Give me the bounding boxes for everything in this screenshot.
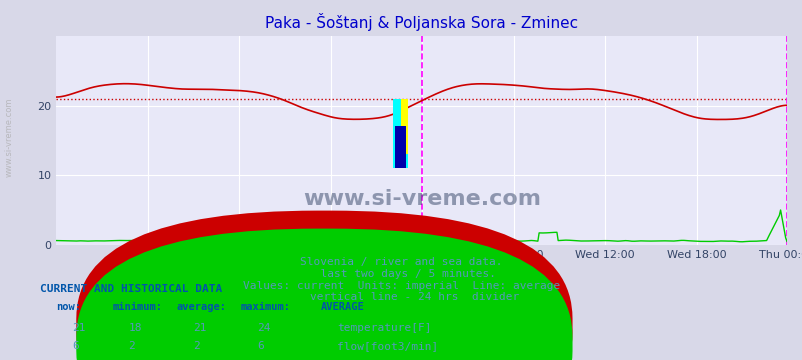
Text: average:: average: (176, 302, 226, 312)
Text: flow[foot3/min]: flow[foot3/min] (337, 341, 438, 351)
FancyBboxPatch shape (392, 99, 407, 168)
Text: temperature[F]: temperature[F] (337, 323, 431, 333)
Text: 2: 2 (128, 341, 135, 351)
Text: www.si-vreme.com: www.si-vreme.com (303, 189, 541, 209)
Text: 6: 6 (72, 341, 79, 351)
Text: Slovenia / river and sea data.
  last two days / 5 minutes.
Values: current  Uni: Slovenia / river and sea data. last two … (242, 257, 560, 302)
Text: now:: now: (56, 302, 81, 312)
Text: minimum:: minimum: (112, 302, 162, 312)
Text: 21: 21 (72, 323, 86, 333)
Text: www.si-vreme.com: www.si-vreme.com (5, 97, 14, 176)
Text: AVERAGE: AVERAGE (321, 302, 364, 312)
Title: Paka - Šoštanj & Poljanska Sora - Zminec: Paka - Šoštanj & Poljanska Sora - Zminec (265, 13, 577, 31)
Text: 6: 6 (257, 341, 263, 351)
Text: 24: 24 (257, 323, 270, 333)
FancyBboxPatch shape (400, 99, 407, 154)
Text: maximum:: maximum: (241, 302, 290, 312)
Text: 18: 18 (128, 323, 142, 333)
Text: CURRENT AND HISTORICAL DATA: CURRENT AND HISTORICAL DATA (40, 284, 222, 294)
Text: 2: 2 (192, 341, 199, 351)
Text: 21: 21 (192, 323, 206, 333)
FancyBboxPatch shape (395, 126, 405, 168)
